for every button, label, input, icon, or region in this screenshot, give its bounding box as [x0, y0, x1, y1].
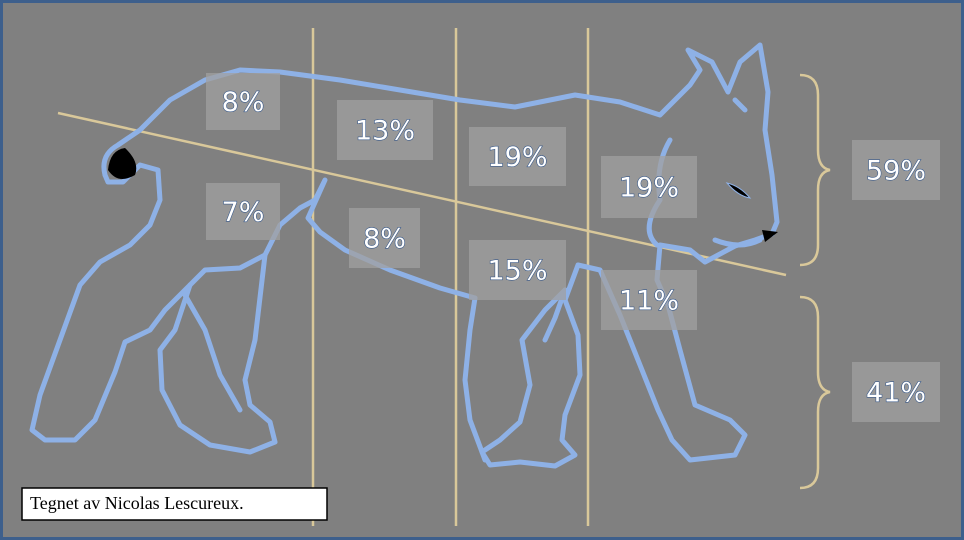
- percent-label: 13%: [355, 116, 415, 147]
- percent-label: 15%: [487, 256, 547, 287]
- percent-label: 19%: [487, 142, 547, 173]
- percent-label: 19%: [619, 173, 679, 204]
- percent-label: 59%: [866, 156, 926, 187]
- lynx-diagram: 8% 13% 19% 19% 7% 8% 15% 11% 59% 41% Tegnet av Ni…: [0, 0, 964, 540]
- percent-label: 11%: [619, 286, 679, 317]
- percent-label: 7%: [222, 197, 265, 228]
- percent-label: 41%: [866, 378, 926, 409]
- percent-label: 8%: [222, 87, 265, 118]
- caption: Tegnet av Nicolas Lescureux.: [30, 493, 244, 513]
- percent-label: 8%: [363, 224, 406, 255]
